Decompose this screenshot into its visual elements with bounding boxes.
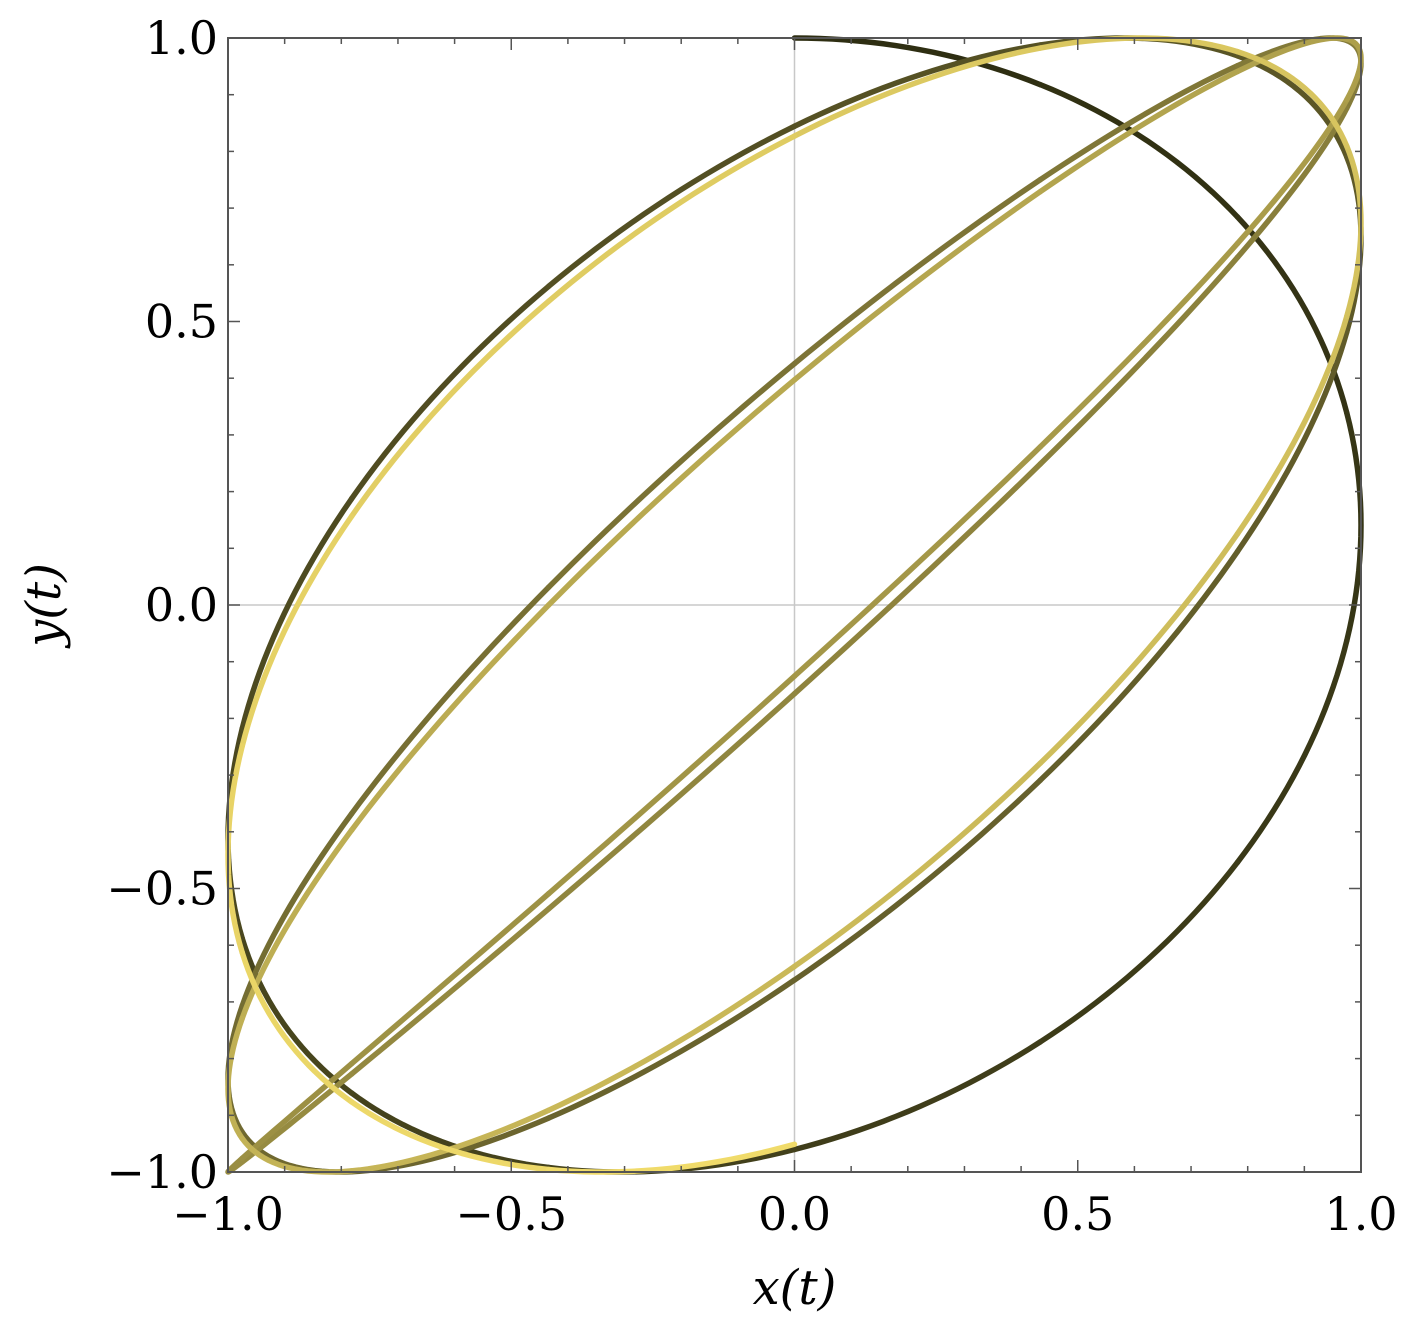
y-tick-label: 1.0 [145,11,218,65]
x-tick-label: 0.5 [1041,1187,1114,1241]
curve-segment [239,949,355,1105]
curve-segment [791,1039,1044,1153]
curve-segment [1234,48,1350,150]
curve-segment [1234,53,1350,160]
curve-segment [545,690,798,912]
curve-segment [239,827,355,1022]
y-axis-label: y(t) [16,563,72,649]
x-tick-labels: −1.0 −0.5 0.0 0.5 1.0 [172,1187,1397,1241]
curve-segment [1037,254,1241,467]
curve-segment [545,123,798,290]
curve-segment [1037,859,1241,1045]
curve-segment [1037,68,1241,195]
curve-segment [239,513,355,749]
y-tick-label: 0.0 [145,578,218,632]
x-tick-label: −0.5 [455,1187,567,1241]
y-tick-label: −1.0 [106,1145,218,1199]
curve-segment [545,977,798,1121]
curve-segment [1037,531,1241,766]
curve-segment [791,45,1044,139]
curve-segment [348,890,552,1067]
curve-segment [1037,240,1241,450]
curve-segment [791,777,1044,983]
curve-segment [545,133,798,304]
x-tick-label: 1.0 [1324,1187,1397,1241]
curve-segment [239,935,355,1096]
curve-segment [239,496,355,732]
x-tick-label: −1.0 [172,1187,284,1241]
curve-segment [348,283,552,502]
curve-segment [791,35,1044,88]
curve-segment [1234,214,1350,416]
x-axis-label: x(t) [753,1260,837,1316]
curve-segment [791,188,1044,383]
y-tick-label: 0.5 [145,295,218,349]
curve-segment [791,444,1044,679]
curve-segment [348,906,552,1077]
curve-segment [348,602,552,833]
curve-segment [791,760,1044,970]
curve-segment [545,673,798,897]
curve-segment [1234,313,1350,537]
curve-segment [1037,63,1241,183]
curve-segment [348,298,552,520]
curve-segment [545,963,798,1113]
curve-segment [1234,329,1350,555]
y-tick-labels: −1.0 −0.5 0.0 0.5 1.0 [106,11,218,1199]
curve-segment [791,42,1044,130]
curve-segment [1037,548,1241,783]
curve-segment [348,1107,552,1174]
curve-segment [545,360,798,590]
axis-ticks [227,37,1362,1173]
curve-segment [791,176,1044,367]
curve-segment [1234,97,1350,247]
curve-segment [791,461,1044,697]
x-tick-label: 0.0 [758,1187,831,1241]
curve-segment [545,377,798,608]
y-tick-label: −0.5 [106,862,218,916]
curve-segment [1234,637,1350,866]
curve-segment [1037,81,1241,220]
curve-segment [348,584,552,817]
